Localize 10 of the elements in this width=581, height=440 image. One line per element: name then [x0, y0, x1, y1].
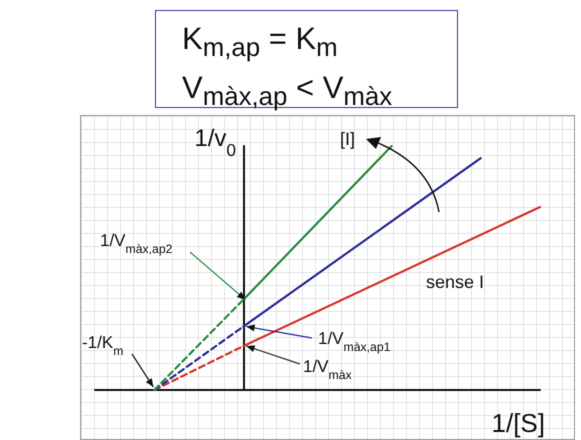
annotation: 1/V$_{màx}$: [303, 357, 352, 382]
x-axis-title: 1/[S]: [492, 408, 545, 438]
annotation: -1/K$_{m}$: [82, 333, 124, 358]
annotation: 1/V$_{màx,ap2}$: [100, 231, 173, 256]
annotation: 1/V$_{màx,ap1}$: [318, 329, 391, 354]
chart-title: K$_{m,ap}$ = K$_{m}$: [182, 20, 339, 64]
chart-subtitle: V$_{màx,ap}$ < V$_{màx}$: [182, 69, 394, 114]
annotation: [I]: [340, 129, 356, 149]
annotation: sense I: [426, 272, 484, 292]
y-axis-title: 1/v$_{0}$: [194, 125, 236, 160]
